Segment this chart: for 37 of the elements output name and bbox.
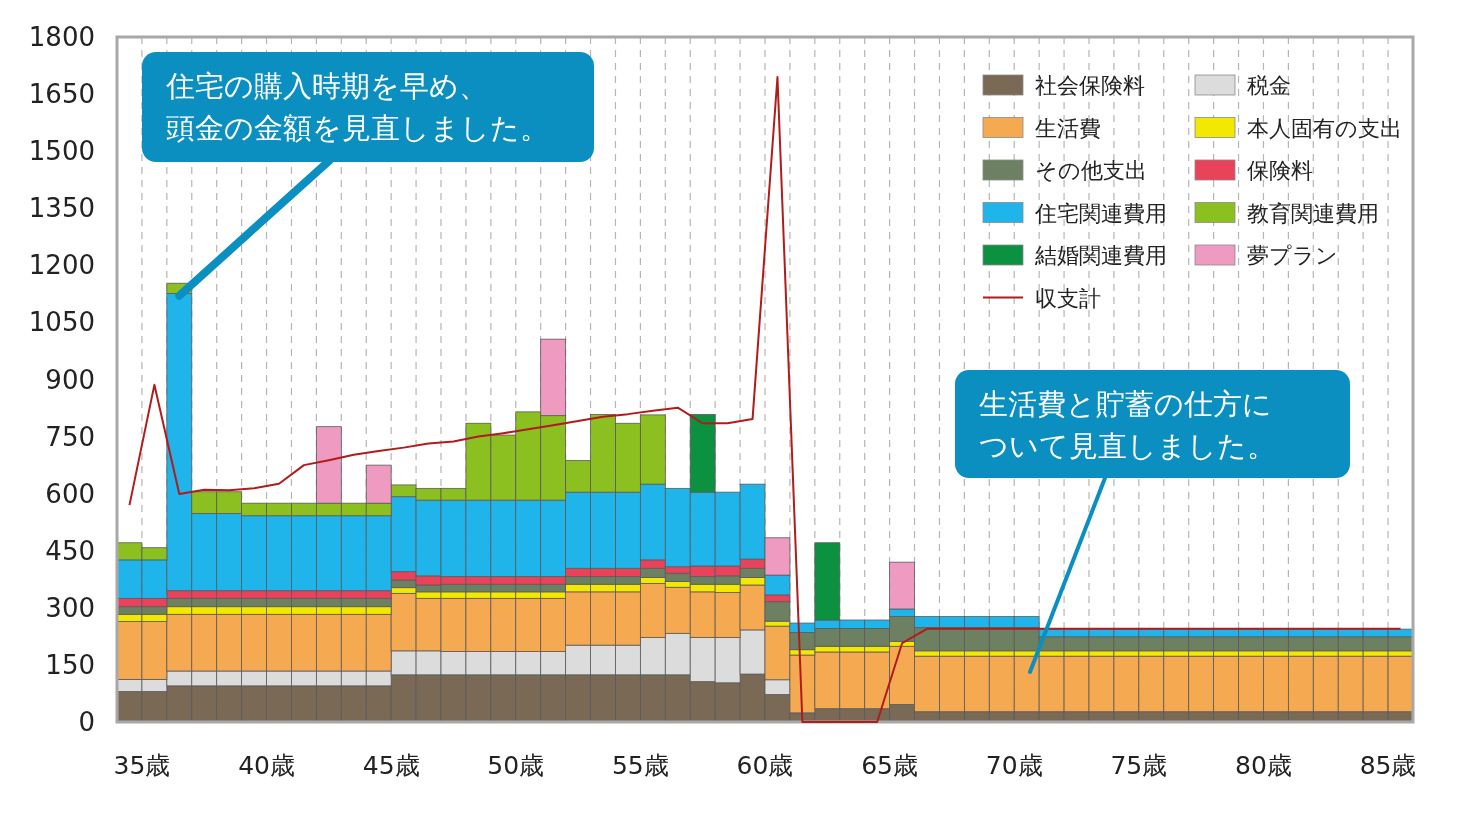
annotation: 住宅の購入時期を早め、頭金の金額を見直しました。 [165, 69, 549, 145]
legend-label: 税金 [1247, 73, 1291, 98]
x-tick-label: 65歳 [861, 751, 919, 780]
y-tick-label: 1650 [28, 79, 95, 110]
x-tick-label: 75歳 [1110, 751, 1168, 780]
x-tick-label: 40歳 [238, 751, 295, 780]
y-tick-label: 450 [45, 535, 95, 566]
y-tick-label: 1350 [28, 193, 95, 224]
y-tick-label: 1200 [28, 250, 95, 281]
legend-label: 教育関連費用 [1247, 200, 1379, 226]
y-tick-label: 1050 [28, 307, 95, 338]
x-tick-label: 80歳 [1235, 751, 1292, 780]
y-tick-label: 300 [45, 592, 95, 623]
legend-label: 夢プラン [1247, 243, 1338, 268]
y-tick-label: 0 [78, 707, 95, 737]
annotation: 生活費と貯蓄の仕方について見直しました。 [979, 387, 1276, 463]
y-tick-label: 1500 [28, 136, 95, 167]
x-tick-label: 85歳 [1359, 751, 1417, 780]
legend-label: 住宅関連費用 [1034, 200, 1167, 226]
legend-label: 保険料 [1247, 158, 1313, 183]
x-tick-label: 35歳 [113, 751, 171, 780]
legend-label: 生活費 [1035, 115, 1101, 141]
legend-label: 本人固有の支出 [1247, 115, 1402, 141]
y-tick-label: 900 [45, 364, 95, 395]
x-tick-label: 55歳 [611, 751, 669, 780]
legend-label: 収支計 [1035, 285, 1101, 311]
y-tick-label: 750 [45, 421, 95, 452]
x-tick-label: 60歳 [736, 751, 794, 780]
legend-label: 結婚関連費用 [1034, 243, 1167, 268]
x-tick-label: 70歳 [985, 751, 1043, 780]
y-tick-label: 600 [45, 478, 95, 509]
x-tick-label: 50歳 [487, 751, 545, 780]
y-tick-label: 150 [45, 649, 95, 680]
x-tick-label: 45歳 [362, 751, 420, 780]
y-tick-label: 1800 [28, 22, 95, 52]
legend-label: 社会保険料 [1035, 73, 1145, 98]
legend-label: その他支出 [1035, 158, 1147, 183]
